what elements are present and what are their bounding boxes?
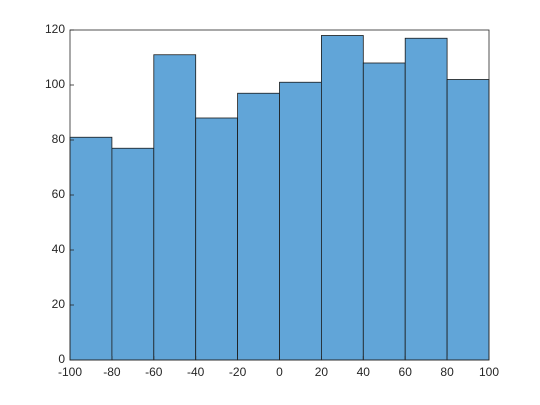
x-tick-label: 20 xyxy=(315,365,329,379)
bar xyxy=(195,117,238,361)
x-tick-label: 40 xyxy=(357,365,371,379)
bar xyxy=(69,136,113,361)
y-tick-label: 120 xyxy=(45,22,65,36)
bar xyxy=(237,92,280,361)
y-tick-label: 60 xyxy=(52,187,66,201)
y-tick-label: 40 xyxy=(52,242,66,256)
x-tick-label: 100 xyxy=(479,365,499,379)
x-tick-label: -40 xyxy=(187,365,205,379)
x-tick-label: 60 xyxy=(399,365,413,379)
y-tick-label: 100 xyxy=(45,77,65,91)
bar xyxy=(362,62,406,361)
x-tick-label: -20 xyxy=(229,365,247,379)
x-tick-label: -60 xyxy=(145,365,163,379)
x-tick-label: 0 xyxy=(276,365,283,379)
y-tick-label: 80 xyxy=(52,132,66,146)
bar xyxy=(446,79,490,361)
bar xyxy=(153,54,197,361)
x-tick-label: 80 xyxy=(440,365,454,379)
bar xyxy=(111,147,155,361)
y-tick-label: 0 xyxy=(58,352,65,366)
bar xyxy=(320,35,364,361)
bar xyxy=(279,81,322,361)
y-tick-label: 20 xyxy=(52,297,66,311)
bar xyxy=(404,37,448,361)
x-tick-label: -80 xyxy=(103,365,121,379)
x-tick-label: -100 xyxy=(58,365,82,379)
